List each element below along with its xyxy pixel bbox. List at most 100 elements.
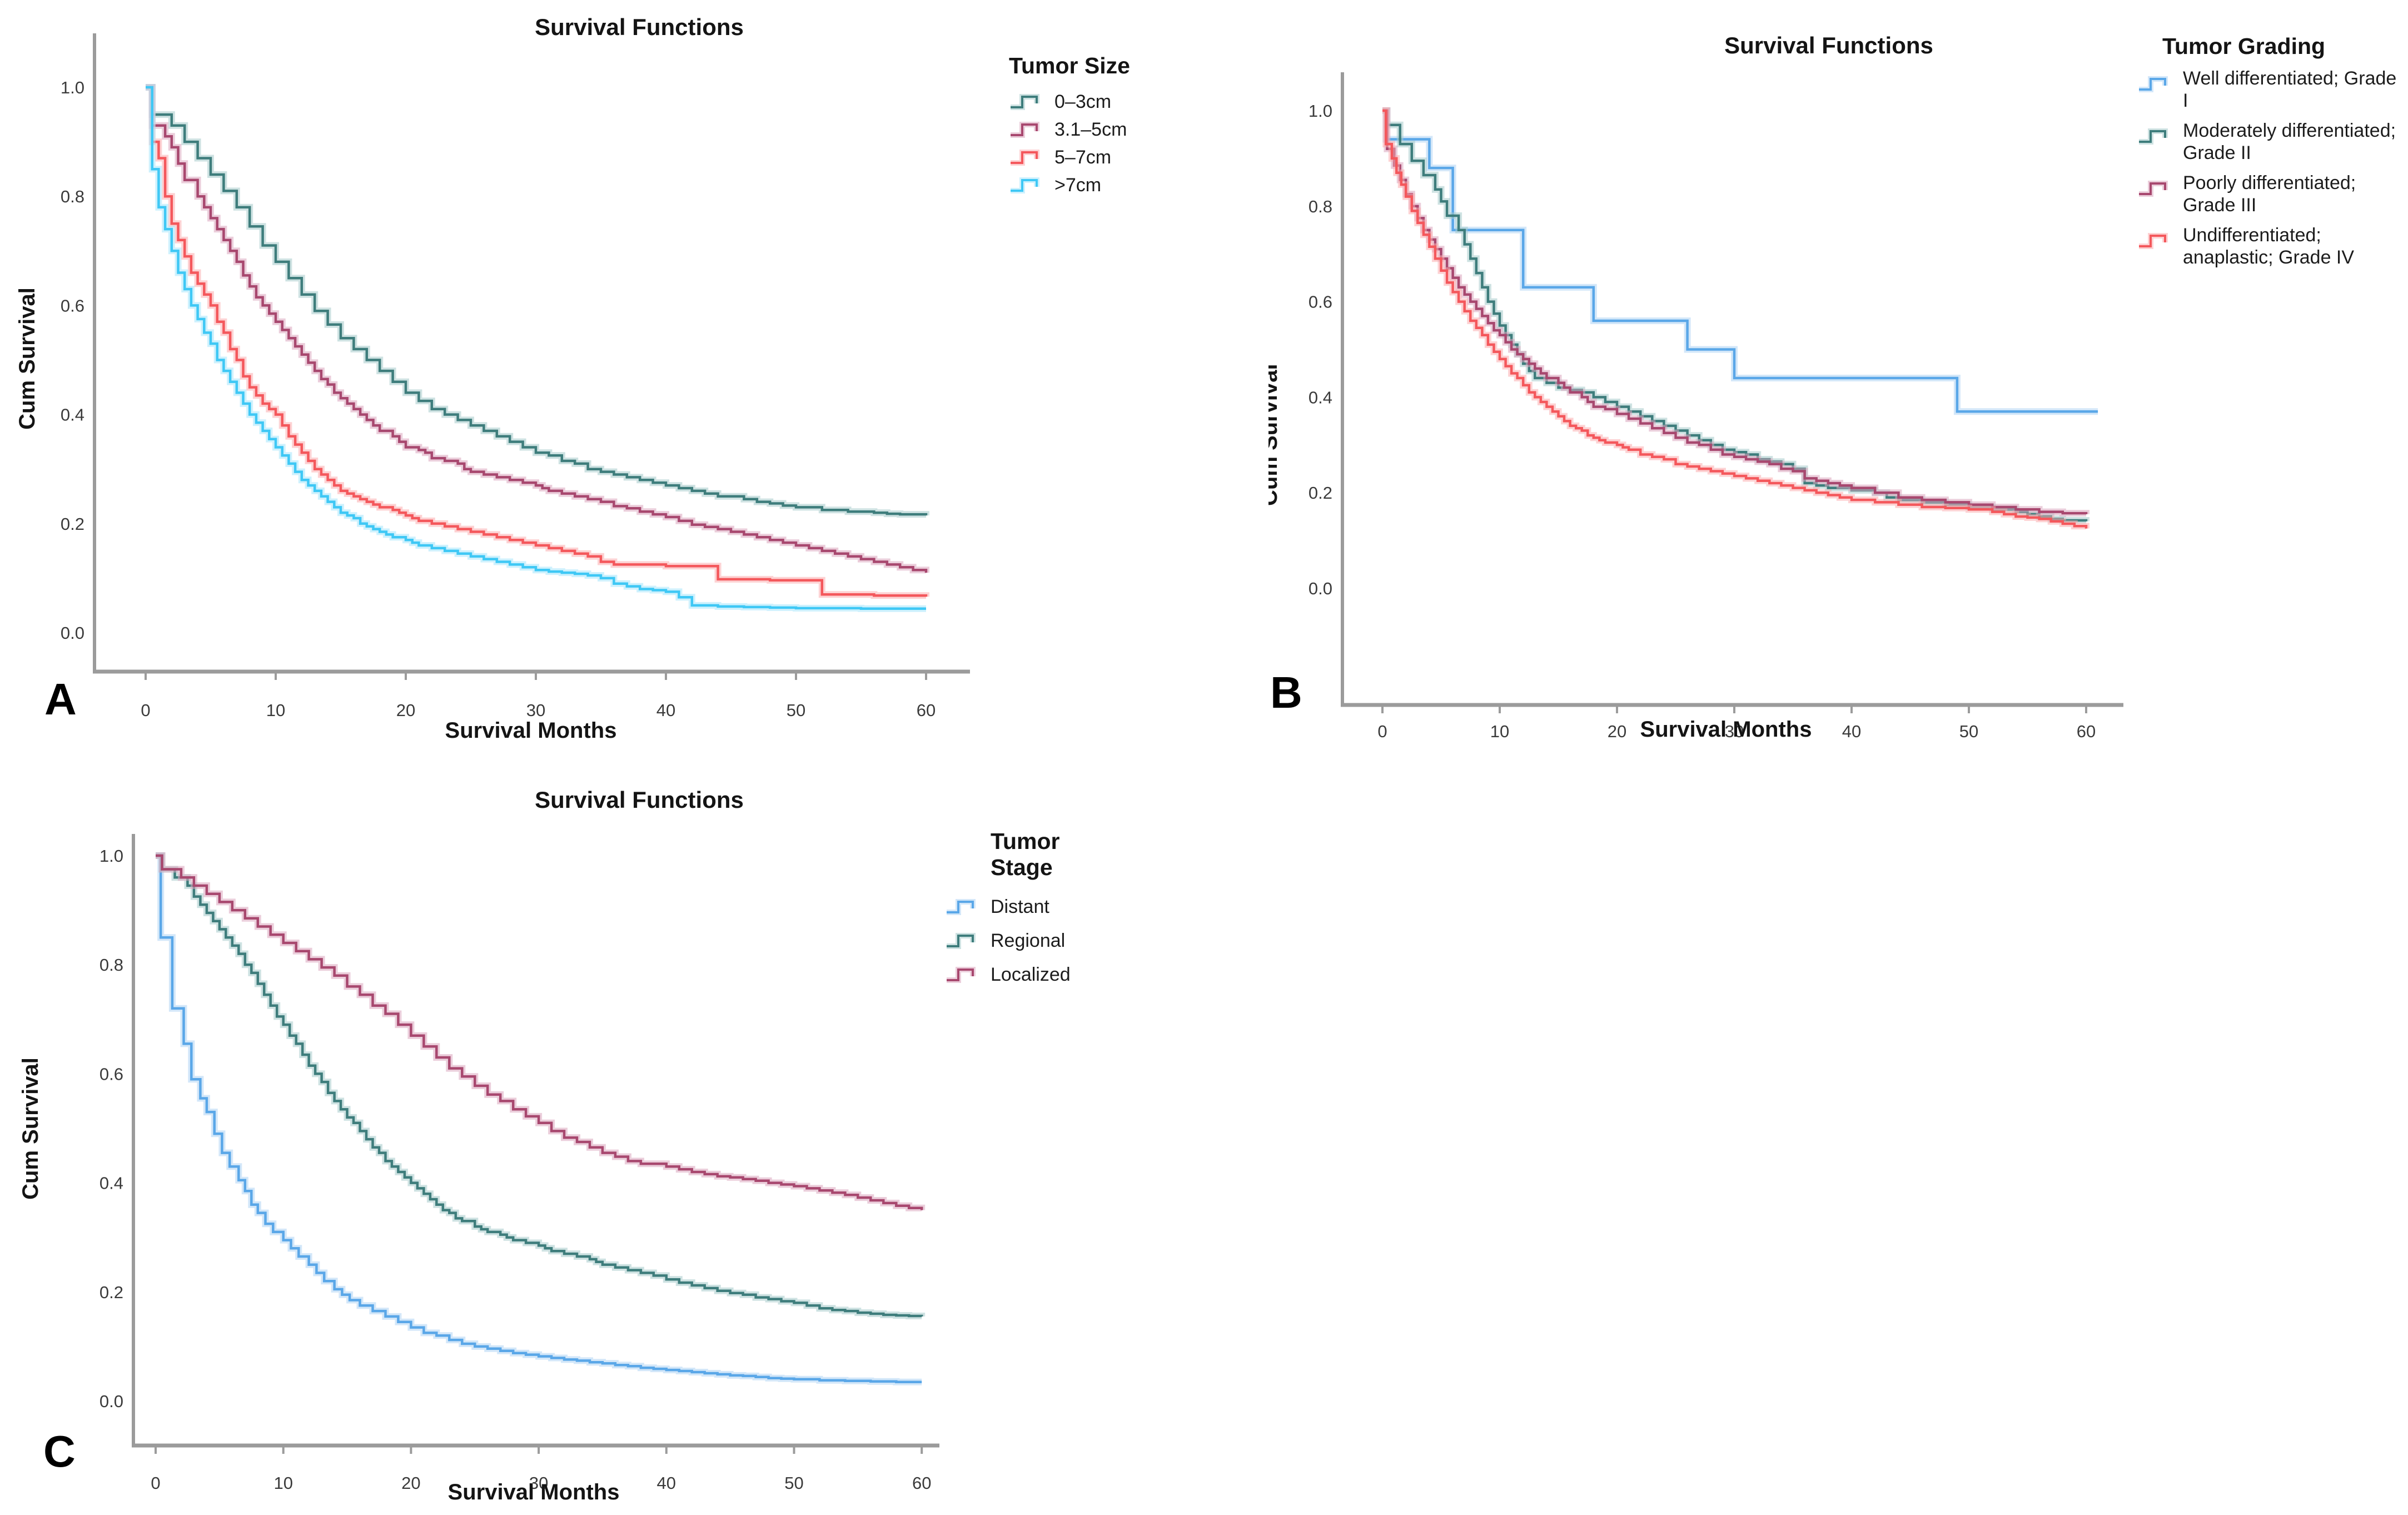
x-tick-label: 30	[526, 701, 545, 720]
x-tick-label: 50	[784, 1473, 803, 1493]
legend-item: Distant	[945, 890, 1156, 923]
panel-a-title: Survival Functions	[535, 14, 744, 40]
legend-key-icon	[2139, 233, 2168, 249]
x-tick-label: 10	[273, 1473, 292, 1493]
panel-a-x-axis-label: Survival Months	[445, 718, 617, 743]
x-tick-label: 60	[912, 1473, 931, 1493]
x-tick-label: 40	[657, 1473, 676, 1493]
legend-item-label: 3.1–5cm	[1054, 119, 1127, 140]
x-tick-label: 60	[2077, 722, 2096, 741]
legend-key-icon	[2139, 181, 2168, 197]
survival-curve-halo	[146, 84, 926, 612]
x-tick-label: 40	[1842, 722, 1861, 741]
y-tick-label: 0.2	[1309, 483, 1332, 503]
legend-item-label: Poorly differentiated; Grade III	[2183, 172, 2356, 216]
legend-item: Regional	[945, 923, 1156, 957]
y-tick-label: 1.0	[1309, 101, 1332, 121]
legend-item: Localized	[945, 957, 1156, 991]
y-tick-label: 0.2	[99, 1283, 123, 1302]
panel-c-legend-title: Tumor Stage	[991, 828, 1060, 880]
panel-b-legend-title: Tumor Grading	[2162, 33, 2326, 59]
y-tick-label: 0.8	[1309, 197, 1332, 216]
panel-a-legend-title: Tumor Size	[1009, 53, 1130, 78]
survival-curve-distant	[156, 854, 922, 1383]
legend-item-label: Moderately differentiated; Grade II	[2183, 120, 2396, 163]
survival-curve-halo	[1382, 107, 2098, 415]
legend-item: 0–3cm	[1009, 88, 1220, 116]
panel-c-legend: Tumor Stage Distant Regional Localized	[945, 828, 1156, 991]
y-tick-label: 0.6	[1309, 292, 1332, 312]
panel-b-x-axis-label: Survival Months	[1640, 717, 1812, 742]
survival-curve-localized	[156, 854, 923, 1210]
panel-b-title: Survival Functions	[1724, 32, 1933, 58]
panel-c-letter: C	[43, 1427, 76, 1476]
y-tick-label: 0.6	[61, 296, 84, 315]
legend-item: >7cm	[1009, 171, 1220, 199]
y-tick-label: 0.8	[99, 955, 123, 975]
y-tick-label: 0.8	[61, 187, 84, 206]
y-tick-label: 0.2	[61, 514, 84, 534]
x-tick-label: 10	[1490, 722, 1509, 741]
legend-item: Undifferentiated; anaplastic; Grade IV	[2137, 224, 2408, 269]
legend-item: 3.1–5cm	[1009, 116, 1220, 143]
legend-item-label: Distant	[991, 896, 1049, 917]
survival-curve-well-differentiated-grade-i	[1382, 109, 2098, 413]
x-tick-label: 60	[917, 701, 936, 720]
legend-item-label: >7cm	[1054, 175, 1102, 196]
legend-item-label: 5–7cm	[1054, 147, 1112, 168]
panel-c-x-axis-label: Survival Months	[447, 1480, 620, 1504]
legend-item-label: Localized	[991, 963, 1071, 985]
legend-item-label: 0–3cm	[1054, 91, 1112, 112]
survival-curve-3-1-5cm	[146, 86, 928, 573]
panel-b-legend: Tumor Grading Well differentiated; Grade…	[2137, 33, 2408, 269]
legend-key-icon	[947, 966, 976, 983]
x-tick-label: 40	[656, 701, 675, 720]
y-tick-label: 0.4	[61, 405, 84, 425]
x-tick-label: 20	[1608, 722, 1626, 741]
y-tick-label: 0.0	[99, 1392, 123, 1411]
legend-key-icon	[1011, 150, 1039, 166]
x-tick-label: 0	[151, 1473, 160, 1493]
panel-b-letter: B	[1270, 668, 1302, 717]
x-tick-label: 0	[141, 701, 150, 720]
panel-b-plot: 0 10 20 30 40 50 60 1.0 0.8 0.6 0.4 0.2 0.0	[1309, 72, 2123, 741]
legend-item: Well differentiated; Grade I	[2137, 67, 2408, 112]
legend-key-icon	[1011, 94, 1039, 110]
panel-a-letter: A	[44, 674, 77, 724]
y-tick-label: 1.0	[99, 846, 123, 866]
panel-a-legend: Tumor Size 0–3cm 3.1–5cm 5–7cm >7cm	[1009, 53, 1220, 199]
y-tick-label: 1.0	[61, 78, 84, 97]
y-tick-label: 0.0	[61, 623, 84, 643]
legend-item: Moderately differentiated; Grade II	[2137, 120, 2408, 164]
y-tick-label: 0.0	[1309, 579, 1332, 598]
legend-item-label: Well differentiated; Grade I	[2183, 68, 2397, 111]
survival-curve-poorly-differentiated-grade-iii	[1382, 109, 2088, 515]
panel-a-plot: 0 10 20 30 40 50 60 1.0 0.8 0.6 0.4 0.2 0.0	[61, 33, 970, 720]
legend-item: Poorly differentiated; Grade III	[2137, 172, 2408, 216]
x-tick-label: 30	[1725, 722, 1744, 741]
panel-c-title: Survival Functions	[535, 787, 744, 813]
y-tick-label: 0.4	[99, 1174, 123, 1193]
survival-curve--7cm	[146, 86, 926, 610]
survival-curve-regional	[156, 854, 923, 1318]
survival-curve-halo	[156, 852, 926, 1211]
legend-key-icon	[947, 898, 976, 915]
legend-item-label: Regional	[991, 930, 1066, 951]
panel-c-plot: 0 10 20 30 40 50 60 1.0 0.8 0.6 0.4 0.2 0.0	[99, 834, 939, 1493]
survival-curve-0-3cm	[146, 86, 928, 516]
x-tick-label: 50	[787, 701, 805, 720]
legend-key-icon	[2139, 128, 2168, 145]
x-tick-label: 20	[401, 1473, 420, 1493]
y-tick-label: 0.4	[1309, 388, 1332, 407]
legend-key-icon	[1011, 122, 1039, 138]
survival-curve-5-7cm	[146, 86, 928, 597]
legend-item-label: Undifferentiated; anaplastic; Grade IV	[2183, 225, 2355, 268]
x-tick-label: 10	[266, 701, 285, 720]
survival-curve-undifferentiated-anaplastic-grade-iv	[1382, 109, 2088, 529]
legend-key-icon	[947, 932, 976, 949]
legend-key-icon	[2139, 76, 2168, 92]
x-tick-label: 50	[1959, 722, 1978, 741]
x-tick-label: 30	[529, 1473, 548, 1493]
x-tick-label: 0	[1377, 722, 1387, 741]
